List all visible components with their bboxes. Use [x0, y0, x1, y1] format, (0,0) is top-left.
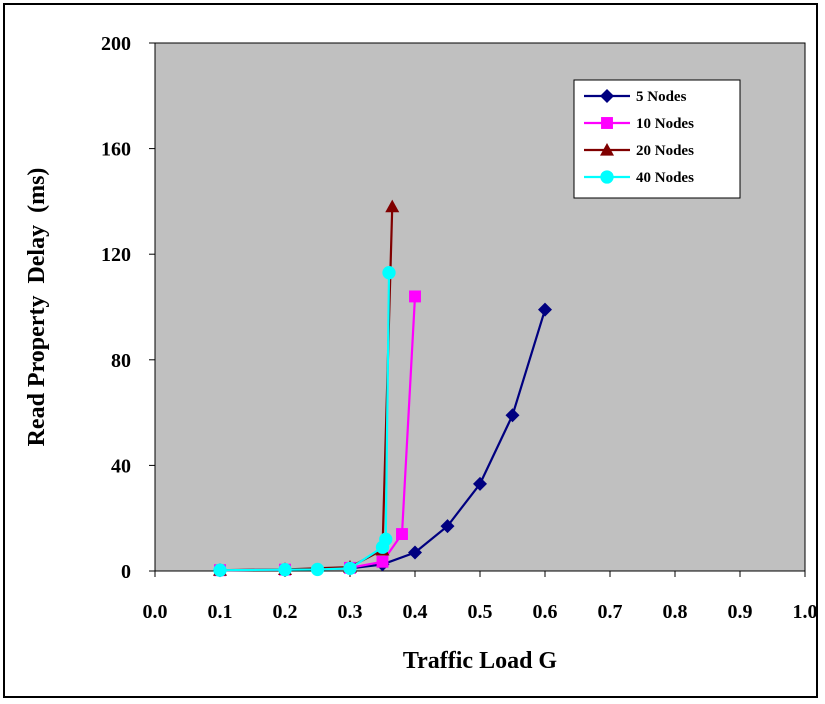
x-axis-title: Traffic Load G: [403, 648, 558, 674]
y-tick-label: 0: [121, 561, 131, 583]
x-tick-label: 0.6: [533, 601, 558, 623]
data-point: [505, 408, 520, 423]
legend-item: 20 Nodes: [584, 143, 694, 159]
legend-item: 10 Nodes: [584, 116, 694, 132]
x-tick-label: 0.2: [273, 601, 298, 623]
data-point: [396, 528, 408, 540]
x-tick-label: 0.8: [663, 601, 688, 623]
data-point: [440, 519, 455, 534]
data-point: [473, 476, 487, 491]
legend-marker: [600, 170, 614, 184]
y-axis-title: Read Property Delay (ms): [24, 168, 50, 447]
y-tick-label: 40: [111, 455, 131, 477]
legend-label: 40 Nodes: [636, 170, 694, 186]
series-3: [213, 266, 396, 577]
x-tick-label: 0.0: [143, 601, 168, 623]
legend-item: 5 Nodes: [584, 89, 687, 105]
x-tick-label: 0.5: [468, 601, 493, 623]
y-tick-label: 120: [101, 244, 131, 266]
data-point: [538, 302, 552, 317]
legend-marker: [601, 117, 613, 129]
data-point: [343, 561, 357, 576]
x-tick-label: 0.4: [403, 601, 428, 623]
legend-label: 5 Nodes: [636, 89, 687, 105]
data-point: [310, 562, 325, 577]
data-point: [382, 266, 396, 280]
x-axis: 0.0 0.1 0.2 0.3 0.4 0.5 0.6 0.7 0.8 0.9 1.0: [143, 571, 818, 623]
legend-label: 10 Nodes: [636, 116, 694, 132]
y-tick-label: 160: [101, 139, 131, 161]
x-tick-label: 1.0: [793, 601, 818, 623]
legend-marker: [600, 89, 614, 103]
x-tick-label: 0.1: [208, 601, 233, 623]
data-point: [213, 563, 227, 577]
x-tick-label: 0.7: [598, 601, 623, 623]
data-point: [408, 545, 422, 560]
series-layer: [213, 199, 552, 578]
legend-item: 40 Nodes: [584, 170, 694, 186]
data-point: [379, 532, 393, 546]
x-tick-label: 0.3: [338, 601, 363, 623]
data-point: [409, 290, 421, 303]
legend-label: 20 Nodes: [636, 143, 694, 159]
y-axis: 0 40 80 120 160 200: [101, 33, 155, 583]
data-point: [376, 555, 389, 568]
y-tick-label: 80: [111, 350, 131, 372]
data-point: [278, 563, 292, 577]
y-tick-label: 200: [101, 33, 131, 55]
legend: 5 Nodes 10 Nodes 20 Nodes 40 Nodes: [573, 79, 741, 199]
legend-marker: [600, 143, 614, 156]
data-point: [385, 199, 400, 213]
x-tick-label: 0.9: [728, 601, 753, 623]
